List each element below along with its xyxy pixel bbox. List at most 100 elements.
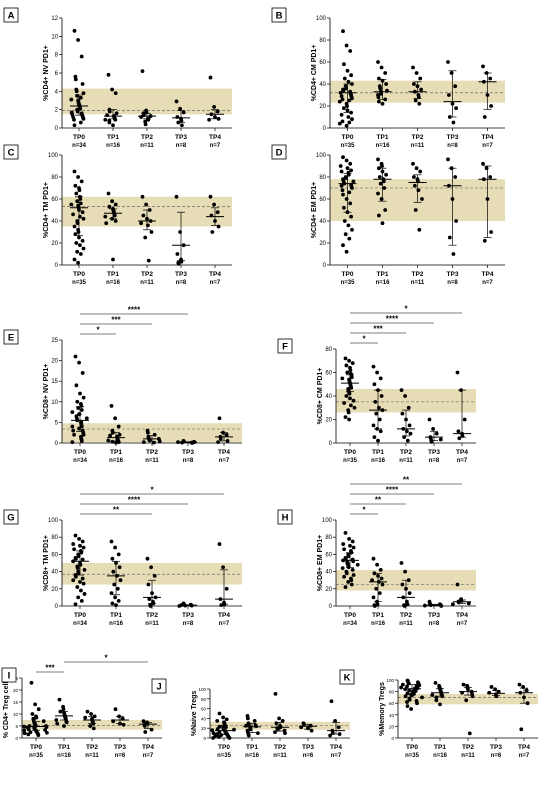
panel-D: 0 20 40 60 80 100 %CD4+ EM PD1+ D TP0 n=35 TP1 n=16… — [271, 144, 505, 286]
data-point — [340, 97, 345, 102]
data-point — [405, 429, 409, 434]
data-point — [146, 582, 151, 587]
significance-label: *** — [111, 316, 121, 325]
data-point — [73, 77, 78, 82]
n-label: n=8 — [447, 143, 458, 149]
data-point — [143, 122, 148, 127]
y-tick-label: 0 — [55, 263, 59, 269]
data-point — [152, 432, 157, 437]
data-point — [112, 213, 117, 218]
data-point — [54, 718, 59, 722]
y-tick-label: 20 — [51, 359, 58, 365]
data-point — [341, 192, 345, 197]
data-point — [519, 727, 524, 732]
data-point — [413, 208, 418, 212]
data-point — [77, 426, 81, 431]
data-point — [411, 161, 415, 166]
data-point — [347, 417, 351, 422]
data-point — [375, 562, 379, 567]
data-point — [380, 164, 384, 168]
data-point — [375, 370, 379, 375]
data-point — [371, 423, 376, 428]
data-point — [423, 603, 427, 608]
data-point — [348, 49, 353, 53]
data-point — [383, 71, 388, 75]
y-tick-label: 40 — [325, 570, 332, 576]
data-point — [371, 595, 376, 600]
data-point — [438, 437, 443, 442]
data-point — [484, 166, 489, 171]
y-axis-title: %CD4+ EM PD1+ — [311, 182, 318, 238]
x-tick-label: TP1 — [110, 449, 122, 456]
data-point — [343, 232, 348, 237]
data-point — [344, 158, 349, 163]
data-point — [418, 169, 423, 174]
data-point — [405, 700, 409, 704]
data-point — [110, 87, 114, 92]
y-tick-label: 20 — [389, 724, 395, 729]
n-label: n=35 — [341, 280, 356, 286]
data-point — [79, 550, 84, 555]
data-point — [406, 405, 411, 410]
data-point — [252, 718, 257, 723]
data-point — [152, 574, 157, 578]
n-label: n=35 — [405, 753, 420, 759]
data-point — [78, 120, 83, 125]
data-point — [71, 212, 75, 217]
data-point — [372, 435, 377, 440]
data-point — [110, 430, 115, 435]
data-point — [347, 120, 352, 125]
data-point — [72, 257, 77, 262]
panel-G: 0 20 40 60 80 100 %CD8+ TM PD1+ G TP0 n=34 TP1 n=16… — [3, 486, 242, 627]
data-point — [75, 585, 80, 589]
x-tick-label: TP0 — [74, 449, 86, 456]
data-point — [215, 718, 220, 723]
data-point — [341, 542, 346, 546]
y-tick-label: 20 — [13, 688, 19, 693]
y-tick-label: 12 — [51, 16, 58, 22]
data-point — [438, 702, 442, 707]
data-point — [80, 576, 85, 581]
data-point — [339, 183, 344, 188]
data-point — [227, 736, 232, 740]
panel-E: 0 5 10 15 20 25 %CD8+ NV PD1+ E TP0 n=34 TP1 n=16 TP… — [3, 306, 242, 464]
data-point — [77, 188, 82, 193]
x-tick-label: TP3 — [447, 271, 459, 278]
data-point — [344, 43, 349, 48]
data-point — [78, 106, 83, 111]
n-label: n=7 — [331, 753, 342, 759]
data-point — [113, 545, 117, 550]
data-point — [348, 201, 353, 206]
n-label: n=8 — [429, 458, 440, 464]
data-point — [347, 358, 351, 363]
y-tick-label: 4 — [55, 89, 59, 95]
data-point — [75, 249, 80, 254]
data-point — [113, 91, 118, 96]
data-point — [379, 197, 384, 201]
y-tick-label: 8 — [55, 53, 59, 59]
data-point — [407, 423, 412, 428]
data-point — [78, 95, 83, 100]
y-tick-label: 5 — [15, 724, 18, 729]
data-point — [111, 569, 116, 574]
data-point — [274, 721, 279, 726]
panel-label: D — [276, 148, 283, 159]
n-label: n=35 — [29, 753, 44, 759]
panel-label: F — [282, 342, 288, 353]
x-tick-label: TP3 — [302, 744, 314, 751]
panel-label-box — [277, 338, 293, 354]
n-label: n=34 — [73, 458, 88, 464]
data-point — [283, 731, 287, 735]
x-tick-label: TP0 — [344, 612, 356, 619]
data-point — [405, 438, 410, 443]
y-tick-label: 20 — [51, 241, 58, 247]
data-point — [176, 440, 180, 445]
data-point — [341, 243, 345, 248]
data-point — [146, 430, 150, 435]
data-point — [456, 429, 461, 434]
y-tick-label: 0 — [203, 736, 206, 741]
data-point — [277, 716, 281, 721]
data-point — [142, 724, 147, 728]
data-point — [176, 262, 181, 266]
data-point — [113, 202, 118, 207]
